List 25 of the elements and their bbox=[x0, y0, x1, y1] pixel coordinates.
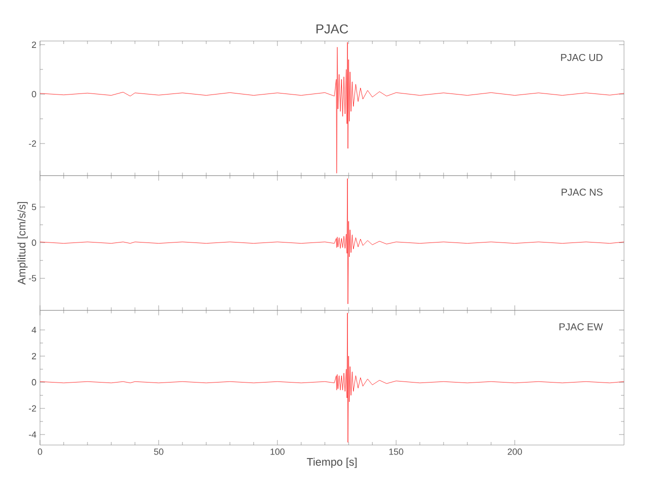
y-tick-label: 0 bbox=[32, 239, 36, 246]
x-tick-label: 50 bbox=[154, 448, 164, 455]
x-tick-label: 150 bbox=[389, 448, 404, 455]
y-tick-label: 0 bbox=[32, 379, 36, 386]
line-series bbox=[40, 42, 624, 174]
y-tick-label: 2 bbox=[32, 42, 36, 48]
y-axis-title: Amplitud [cm/s/s] bbox=[17, 202, 28, 285]
annotation: PJAC UD bbox=[561, 54, 602, 61]
y-tick-label: 5 bbox=[32, 204, 36, 210]
x-tick-label: 100 bbox=[270, 448, 285, 455]
line-series bbox=[40, 178, 624, 304]
y-tick-label: -2 bbox=[28, 405, 36, 412]
y-tick-label: -4 bbox=[28, 431, 36, 438]
y-tick-label: -2 bbox=[28, 140, 36, 147]
y-tick-label: 4 bbox=[32, 326, 36, 334]
x-tick-label: 200 bbox=[508, 448, 522, 455]
line-series bbox=[40, 312, 624, 443]
x-axis-title: Tiempo [s] bbox=[306, 458, 357, 468]
x-tick-label: 0 bbox=[38, 448, 42, 455]
chart-title: PJAC bbox=[316, 24, 348, 34]
annotation: PJAC EW bbox=[560, 323, 603, 330]
y-tick-label: 0 bbox=[32, 90, 36, 98]
y-tick-label: -5 bbox=[28, 275, 36, 282]
y-tick-label: 2 bbox=[32, 352, 36, 360]
annotation: PJAC NS bbox=[562, 188, 602, 196]
